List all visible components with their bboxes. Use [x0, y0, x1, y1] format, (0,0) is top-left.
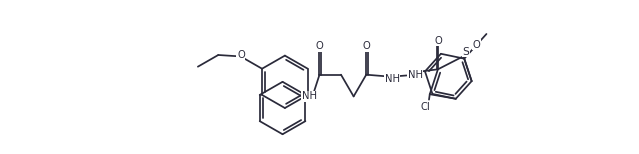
Text: Cl: Cl	[420, 101, 430, 111]
Text: NH: NH	[302, 91, 317, 101]
Text: S: S	[463, 47, 469, 57]
Text: O: O	[237, 50, 245, 60]
Text: O: O	[316, 41, 323, 51]
Text: NH: NH	[408, 71, 423, 80]
Text: O: O	[434, 36, 442, 46]
Text: O: O	[362, 41, 370, 51]
Text: O: O	[473, 40, 481, 50]
Text: NH: NH	[385, 74, 399, 84]
